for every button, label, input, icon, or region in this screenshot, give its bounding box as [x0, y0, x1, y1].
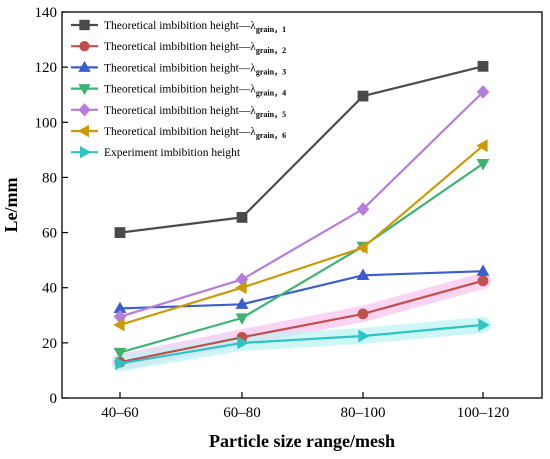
y-tick-label: 80: [42, 170, 57, 186]
data-point: [477, 60, 489, 72]
data-point: [356, 202, 370, 216]
legend-item: Theoretical imbibition height—λgrain，6: [71, 124, 286, 140]
series-line: [119, 144, 484, 326]
y-tick-label: 100: [35, 115, 58, 131]
y-tick-label: 40: [42, 281, 57, 297]
data-point: [114, 227, 126, 238]
x-tick-label: 100–120: [457, 405, 510, 421]
data-point: [476, 158, 490, 171]
data-point: [236, 212, 248, 223]
legend-label: Theoretical imbibition height—λgrain，4: [104, 84, 286, 98]
data-point: [357, 90, 369, 102]
legend-label: Theoretical imbibition height—λgrain，6: [104, 126, 286, 140]
legend-label: Experiment imbibition height: [104, 147, 241, 159]
legend-item: Theoretical imbibition height—λgrain，4: [71, 84, 286, 98]
series-lines: [113, 60, 490, 370]
x-tick-label: 60–80: [223, 405, 261, 421]
x-tick-label: 80–100: [341, 405, 386, 421]
series-line: [119, 91, 484, 318]
data-point: [77, 124, 89, 138]
series-1: [114, 60, 489, 238]
data-point: [477, 275, 489, 287]
y-axis: 0 20 40 60 80 100 120 140: [35, 5, 68, 407]
legend-label: Theoretical imbibition height—λgrain，1: [104, 20, 286, 34]
data-point: [237, 336, 249, 350]
data-point: [78, 60, 91, 72]
series-line: [119, 323, 484, 365]
data-point: [476, 139, 488, 153]
data-point: [80, 145, 92, 159]
series-7: [115, 318, 490, 370]
data-point: [115, 357, 127, 370]
legend-item: Experiment imbibition height: [71, 145, 241, 159]
legend-label: Theoretical imbibition height—λgrain，3: [104, 62, 286, 76]
plot-frame: [61, 11, 543, 399]
y-tick-label: 60: [42, 226, 57, 242]
legend-label: Theoretical imbibition height—λgrain，2: [104, 41, 286, 55]
y-tick-label: 140: [35, 5, 58, 21]
y-tick-label: 120: [35, 60, 58, 76]
y-axis-title: Le/mm: [1, 178, 21, 233]
legend-item: Theoretical imbibition height—λgrain，1: [71, 19, 286, 34]
data-point: [356, 268, 370, 280]
data-point: [79, 19, 90, 31]
series-5: [113, 85, 490, 324]
data-point: [476, 85, 490, 99]
x-tick-label: 40–60: [101, 405, 139, 421]
data-point: [235, 313, 249, 325]
data-point: [357, 308, 369, 320]
legend-label: Theoretical imbibition height—λgrain，5: [104, 105, 286, 119]
x-axis-title: Particle size range/mesh: [209, 431, 395, 451]
series-line: [119, 65, 484, 234]
data-point: [78, 103, 91, 117]
legend-item: Theoretical imbibition height—λgrain，2: [71, 41, 286, 55]
data-point: [78, 84, 91, 96]
series-6: [113, 139, 488, 332]
series-4: [113, 158, 490, 360]
series-line: [119, 279, 484, 364]
data-point: [358, 329, 370, 343]
data-point: [113, 318, 125, 332]
data-point: [113, 347, 127, 360]
data-point: [235, 297, 249, 309]
data-point: [79, 41, 90, 52]
data-point: [356, 241, 368, 255]
data-point: [476, 264, 490, 276]
legend-item: Theoretical imbibition height—λgrain，5: [71, 103, 286, 119]
data-point: [478, 318, 490, 332]
legend: Theoretical imbibition height—λgrain，1 Th…: [71, 19, 286, 159]
legend-item: Theoretical imbibition height—λgrain，3: [71, 60, 286, 76]
data-point: [235, 281, 247, 295]
y-tick-label: 20: [42, 336, 57, 352]
series-line: [119, 162, 484, 354]
y-tick-label: 0: [50, 391, 58, 407]
x-axis: 40–60 60–80 80–100 100–120: [101, 392, 509, 421]
